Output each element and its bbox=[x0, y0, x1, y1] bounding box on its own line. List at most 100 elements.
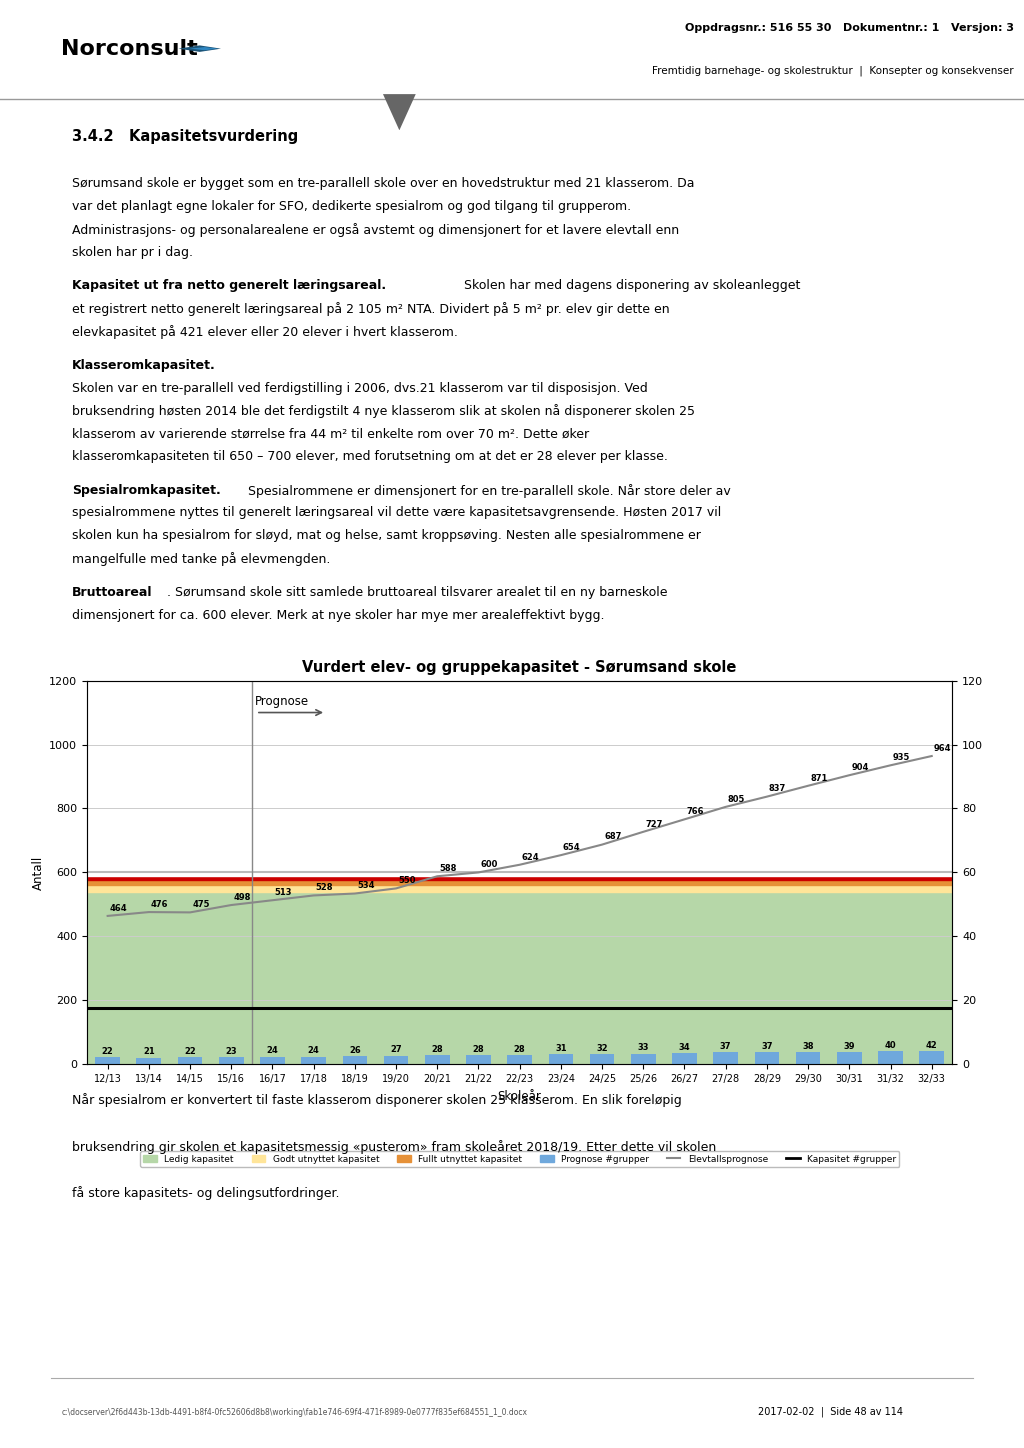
Text: Fremtidig barnehage- og skolestruktur  |  Konsepter og konsekvenser: Fremtidig barnehage- og skolestruktur | … bbox=[652, 65, 1014, 77]
Text: 588: 588 bbox=[439, 864, 457, 873]
Text: 654: 654 bbox=[563, 843, 581, 851]
Y-axis label: Antall: Antall bbox=[32, 856, 45, 889]
Text: Kapasitet ut fra netto generelt læringsareal.: Kapasitet ut fra netto generelt læringsa… bbox=[72, 279, 386, 292]
Bar bbox=[87, 681, 952, 876]
Text: mangelfulle med tanke på elevmengden.: mangelfulle med tanke på elevmengden. bbox=[72, 552, 330, 566]
Bar bbox=[714, 1053, 738, 1064]
Bar bbox=[672, 1053, 697, 1064]
Text: var det planlagt egne lokaler for SFO, dedikerte spesialrom og god tilgang til g: var det planlagt egne lokaler for SFO, d… bbox=[72, 200, 631, 213]
Text: 904: 904 bbox=[851, 763, 868, 772]
Bar bbox=[87, 885, 952, 892]
Text: 38: 38 bbox=[803, 1043, 814, 1051]
Text: 39: 39 bbox=[844, 1041, 855, 1051]
Text: Skolen har med dagens disponering av skoleanlegget: Skolen har med dagens disponering av sko… bbox=[460, 279, 801, 292]
Text: 21: 21 bbox=[143, 1047, 155, 1056]
Text: klasseromkapasiteten til 650 – 700 elever, med forutsetning om at det er 28 elev: klasseromkapasiteten til 650 – 700 eleve… bbox=[72, 450, 668, 463]
Text: 935: 935 bbox=[893, 753, 910, 762]
Text: 24: 24 bbox=[308, 1047, 319, 1056]
Text: et registrert netto generelt læringsareal på 2 105 m² NTA. Dividert på 5 m² pr. : et registrert netto generelt læringsarea… bbox=[72, 303, 670, 316]
Text: 475: 475 bbox=[193, 901, 210, 909]
Bar bbox=[755, 1053, 779, 1064]
Title: Vurdert elev- og gruppekapasitet - Sørumsand skole: Vurdert elev- og gruppekapasitet - Sørum… bbox=[302, 660, 737, 675]
Text: Når spesialrom er konvertert til faste klasserom disponerer skolen 25 klasserom.: Når spesialrom er konvertert til faste k… bbox=[72, 1093, 681, 1108]
Text: Norconsult: Norconsult bbox=[61, 39, 199, 59]
Text: spesialrommene nyttes til generelt læringsareal vil dette være kapasitetsavgrens: spesialrommene nyttes til generelt lærin… bbox=[72, 507, 721, 520]
Bar bbox=[178, 1057, 203, 1064]
Text: Bruttoareal: Bruttoareal bbox=[72, 586, 153, 598]
Text: 687: 687 bbox=[604, 833, 622, 841]
Bar bbox=[87, 880, 952, 885]
Legend: Ledig kapasitet, Godt utnyttet kapasitet, Fullt utnyttet kapasitet, Prognose #gr: Ledig kapasitet, Godt utnyttet kapasitet… bbox=[140, 1151, 899, 1167]
Text: 2017-02-02  |  Side 48 av 114: 2017-02-02 | Side 48 av 114 bbox=[758, 1407, 903, 1418]
Text: Spesialrommene er dimensjonert for en tre-parallell skole. Når store deler av: Spesialrommene er dimensjonert for en tr… bbox=[245, 484, 731, 498]
Text: Spesialromkapasitet.: Spesialromkapasitet. bbox=[72, 484, 220, 497]
Text: 727: 727 bbox=[645, 820, 663, 828]
Text: 766: 766 bbox=[686, 807, 705, 817]
Bar bbox=[95, 1057, 120, 1064]
Text: 24: 24 bbox=[266, 1047, 279, 1056]
Text: 34: 34 bbox=[679, 1043, 690, 1053]
Text: bruksendring gir skolen et kapasitetsmessig «pusterom» fram skoleåret 2018/19. E: bruksendring gir skolen et kapasitetsmes… bbox=[72, 1140, 716, 1154]
Text: c:\docserver\2f6d443b-13db-4491-b8f4-0fc52606d8b8\working\fab1e746-69f4-471f-898: c:\docserver\2f6d443b-13db-4491-b8f4-0fc… bbox=[61, 1407, 527, 1416]
Text: 550: 550 bbox=[398, 876, 416, 885]
Text: 805: 805 bbox=[728, 795, 745, 804]
Text: 476: 476 bbox=[151, 899, 168, 909]
Text: 3.4.2   Kapasitetsvurdering: 3.4.2 Kapasitetsvurdering bbox=[72, 129, 298, 143]
Polygon shape bbox=[383, 94, 416, 130]
Text: 513: 513 bbox=[274, 888, 292, 898]
Text: skolen har pr i dag.: skolen har pr i dag. bbox=[72, 246, 193, 259]
X-axis label: Skoleår: Skoleår bbox=[498, 1089, 542, 1102]
Text: bruksendring høsten 2014 ble det ferdigstilt 4 nye klasserom slik at skolen nå d: bruksendring høsten 2014 ble det ferdigs… bbox=[72, 404, 694, 418]
Text: 42: 42 bbox=[926, 1041, 938, 1050]
Text: 837: 837 bbox=[769, 785, 786, 794]
Bar bbox=[549, 1054, 573, 1064]
Text: 624: 624 bbox=[522, 853, 540, 862]
Bar bbox=[631, 1054, 655, 1064]
Text: 28: 28 bbox=[431, 1045, 443, 1054]
Text: skolen kun ha spesialrom for sløyd, mat og helse, samt kroppsøving. Nesten alle : skolen kun ha spesialrom for sløyd, mat … bbox=[72, 530, 700, 542]
Text: 464: 464 bbox=[110, 904, 127, 912]
Bar bbox=[837, 1051, 861, 1064]
Text: 32: 32 bbox=[596, 1044, 608, 1053]
Bar bbox=[920, 1051, 944, 1064]
Text: 534: 534 bbox=[357, 882, 375, 891]
Bar bbox=[342, 1056, 368, 1064]
Bar bbox=[87, 876, 952, 880]
Bar bbox=[219, 1057, 244, 1064]
Text: dimensjonert for ca. 600 elever. Merk at nye skoler har mye mer arealeffektivt b: dimensjonert for ca. 600 elever. Merk at… bbox=[72, 608, 604, 621]
Text: 28: 28 bbox=[514, 1045, 525, 1054]
Bar bbox=[507, 1056, 532, 1064]
Bar bbox=[87, 892, 952, 1064]
Text: Skolen var en tre-parallell ved ferdigstilling i 2006, dvs.21 klasserom var til : Skolen var en tre-parallell ved ferdigst… bbox=[72, 382, 647, 394]
Text: Prognose: Prognose bbox=[255, 695, 309, 708]
Bar bbox=[590, 1054, 614, 1064]
Text: 528: 528 bbox=[315, 883, 333, 892]
Bar bbox=[796, 1053, 820, 1064]
Text: Sørumsand skole er bygget som en tre-parallell skole over en hovedstruktur med 2: Sørumsand skole er bygget som en tre-par… bbox=[72, 177, 694, 190]
Text: 37: 37 bbox=[720, 1043, 731, 1051]
Text: 23: 23 bbox=[225, 1047, 238, 1056]
Bar bbox=[466, 1056, 490, 1064]
Bar bbox=[301, 1057, 326, 1064]
Text: 498: 498 bbox=[233, 893, 251, 902]
Text: 40: 40 bbox=[885, 1041, 896, 1050]
Text: 600: 600 bbox=[480, 860, 498, 869]
Text: 964: 964 bbox=[934, 744, 951, 753]
Text: 27: 27 bbox=[390, 1045, 401, 1054]
Text: Klasseromkapasitet.: Klasseromkapasitet. bbox=[72, 359, 215, 372]
Text: 33: 33 bbox=[638, 1044, 649, 1053]
Text: få store kapasitets- og delingsutfordringer.: få store kapasitets- og delingsutfordrin… bbox=[72, 1186, 339, 1200]
Text: 22: 22 bbox=[101, 1047, 114, 1056]
Text: klasserom av varierende størrelse fra 44 m² til enkelte rom over 70 m². Dette øk: klasserom av varierende størrelse fra 44… bbox=[72, 427, 589, 440]
Polygon shape bbox=[189, 46, 218, 51]
Text: 28: 28 bbox=[473, 1045, 484, 1054]
Text: 26: 26 bbox=[349, 1045, 360, 1054]
Text: 871: 871 bbox=[810, 773, 827, 782]
Bar bbox=[425, 1056, 450, 1064]
Bar bbox=[384, 1056, 409, 1064]
Text: 37: 37 bbox=[761, 1043, 773, 1051]
Text: Oppdragsnr.: 516 55 30   Dokumentnr.: 1   Versjon: 3: Oppdragsnr.: 516 55 30 Dokumentnr.: 1 Ve… bbox=[685, 23, 1014, 33]
Bar bbox=[879, 1051, 903, 1064]
Text: Administrasjons- og personalarealene er også avstemt og dimensjonert for et lave: Administrasjons- og personalarealene er … bbox=[72, 223, 679, 237]
Polygon shape bbox=[178, 45, 221, 52]
